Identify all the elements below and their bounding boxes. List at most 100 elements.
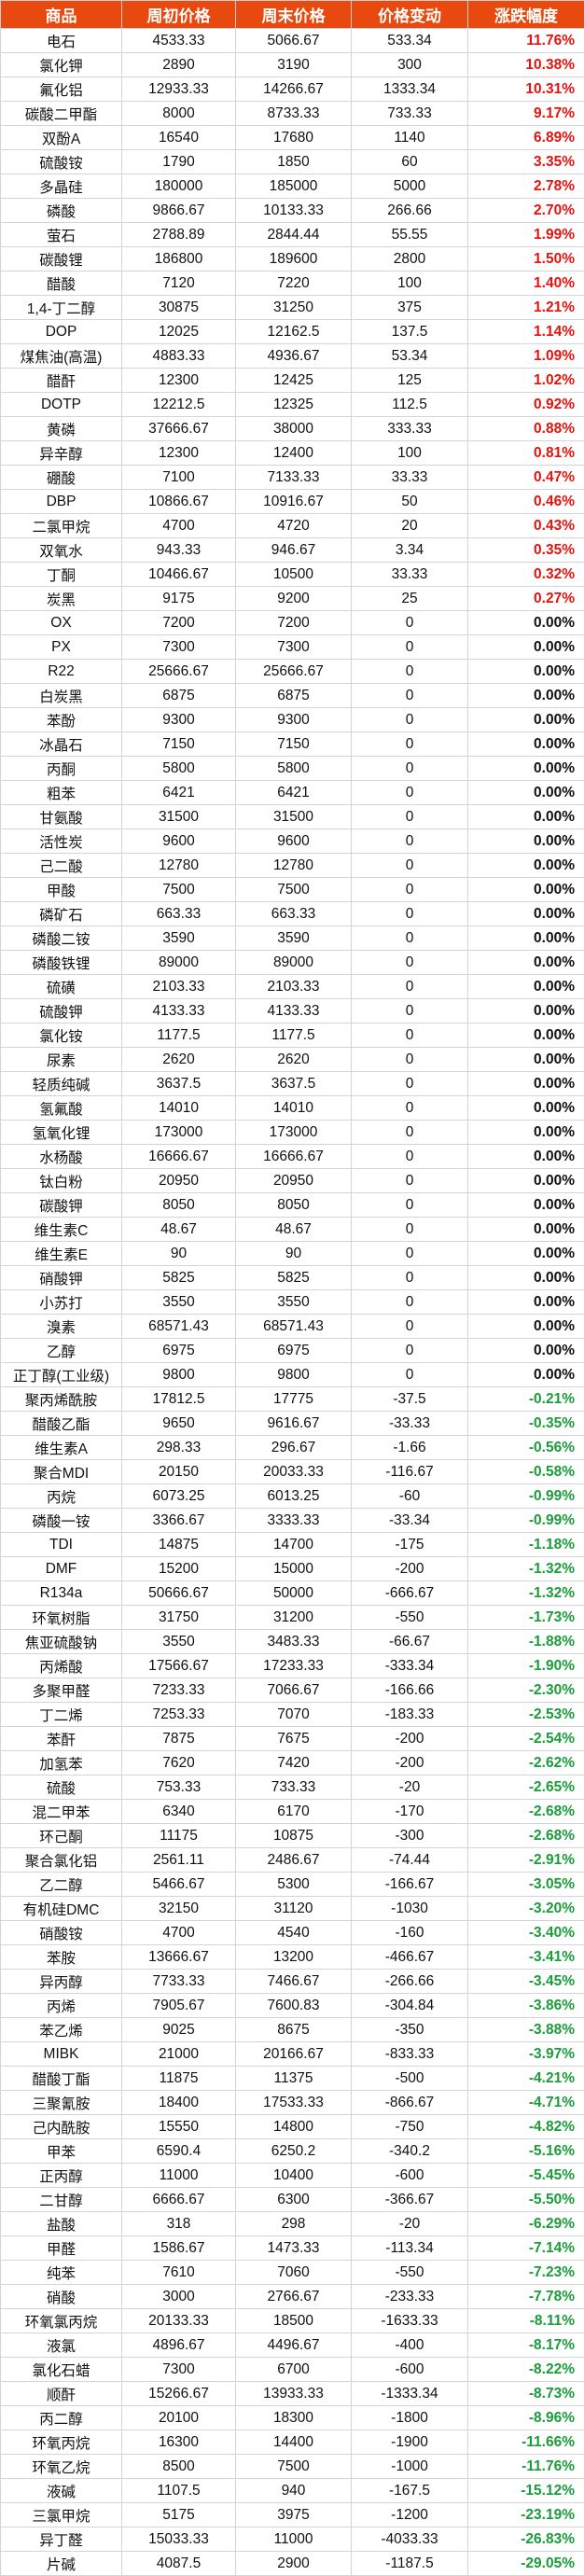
change-percent-cell: 0.00% xyxy=(468,975,584,999)
commodity-name-cell: 丙烷 xyxy=(1,1484,122,1509)
commodity-name-cell: 环氧树脂 xyxy=(1,1606,122,1630)
commodity-name-cell: DMF xyxy=(1,1557,122,1581)
commodity-name-cell: 氟化铝 xyxy=(1,77,122,102)
price-change-cell: -175 xyxy=(352,1533,468,1557)
header-start-price: 周初价格 xyxy=(122,1,236,29)
price-change-cell: 0 xyxy=(352,999,468,1023)
start-price-cell: 7905.67 xyxy=(122,1994,236,2018)
end-price-cell: 2844.44 xyxy=(236,223,352,247)
end-price-cell: 6875 xyxy=(236,684,352,708)
commodity-name-cell: 甘氨酸 xyxy=(1,805,122,829)
start-price-cell: 20100 xyxy=(122,2406,236,2430)
end-price-cell: 7150 xyxy=(236,732,352,757)
price-change-cell: 0 xyxy=(352,1290,468,1315)
commodity-name-cell: 异丁醛 xyxy=(1,2527,122,2552)
change-percent-cell: -0.58% xyxy=(468,1460,584,1484)
change-percent-cell: 9.17% xyxy=(468,102,584,126)
end-price-cell: 6421 xyxy=(236,781,352,805)
price-change-cell: 0 xyxy=(352,975,468,999)
price-change-cell: 1140 xyxy=(352,126,468,150)
change-percent-cell: -3.40% xyxy=(468,1921,584,1945)
price-change-cell: -37.5 xyxy=(352,1387,468,1412)
start-price-cell: 15550 xyxy=(122,2115,236,2139)
start-price-cell: 7100 xyxy=(122,466,236,490)
price-change-cell: 0 xyxy=(352,732,468,757)
price-change-cell: -266.66 xyxy=(352,1970,468,1994)
price-change-cell: -160 xyxy=(352,1921,468,1945)
change-percent-cell: 0.00% xyxy=(468,684,584,708)
end-price-cell: 2620 xyxy=(236,1048,352,1072)
price-change-cell: -366.67 xyxy=(352,2188,468,2212)
price-change-cell: -600 xyxy=(352,2358,468,2382)
start-price-cell: 7733.33 xyxy=(122,1970,236,1994)
commodity-name-cell: 多聚甲醛 xyxy=(1,1678,122,1703)
commodity-name-cell: 黄磷 xyxy=(1,417,122,441)
end-price-cell: 7200 xyxy=(236,611,352,635)
commodity-name-cell: 二甘醇 xyxy=(1,2188,122,2212)
end-price-cell: 946.67 xyxy=(236,538,352,563)
price-change-cell: -33.34 xyxy=(352,1509,468,1533)
change-percent-cell: -7.14% xyxy=(468,2236,584,2261)
price-change-cell: 0 xyxy=(352,1266,468,1290)
commodity-name-cell: 硝酸 xyxy=(1,2285,122,2309)
end-price-cell: 90 xyxy=(236,1242,352,1266)
price-change-cell: -60 xyxy=(352,1484,468,1509)
price-change-cell: 100 xyxy=(352,272,468,296)
start-price-cell: 17566.67 xyxy=(122,1654,236,1678)
start-price-cell: 4700 xyxy=(122,1921,236,1945)
price-change-cell: 0 xyxy=(352,757,468,781)
start-price-cell: 3550 xyxy=(122,1630,236,1654)
start-price-cell: 9650 xyxy=(122,1412,236,1436)
price-change-cell: 0 xyxy=(352,1315,468,1339)
commodity-name-cell: 异丙醇 xyxy=(1,1970,122,1994)
price-change-cell: -1900 xyxy=(352,2430,468,2455)
end-price-cell: 3333.33 xyxy=(236,1509,352,1533)
change-percent-cell: 0.00% xyxy=(468,1242,584,1266)
change-percent-cell: -1.73% xyxy=(468,1606,584,1630)
change-percent-cell: -5.45% xyxy=(468,2164,584,2188)
commodity-name-cell: DOTP xyxy=(1,393,122,417)
end-price-cell: 3483.33 xyxy=(236,1630,352,1654)
end-price-cell: 31200 xyxy=(236,1606,352,1630)
commodity-name-cell: 焦亚硫酸钠 xyxy=(1,1630,122,1654)
end-price-cell: 50000 xyxy=(236,1581,352,1606)
start-price-cell: 4133.33 xyxy=(122,999,236,1023)
end-price-cell: 189600 xyxy=(236,247,352,272)
price-change-cell: -750 xyxy=(352,2115,468,2139)
change-percent-cell: -2.30% xyxy=(468,1678,584,1703)
start-price-cell: 5825 xyxy=(122,1266,236,1290)
price-change-cell: -20 xyxy=(352,1775,468,1800)
change-percent-cell: -15.12% xyxy=(468,2479,584,2503)
change-percent-cell: -8.17% xyxy=(468,2333,584,2358)
commodity-name-cell: 正丙醇 xyxy=(1,2164,122,2188)
price-change-cell: 53.34 xyxy=(352,344,468,369)
start-price-cell: 4700 xyxy=(122,514,236,538)
start-price-cell: 9300 xyxy=(122,708,236,732)
commodity-name-cell: 活性炭 xyxy=(1,829,122,854)
commodity-name-cell: PX xyxy=(1,635,122,660)
start-price-cell: 89000 xyxy=(122,951,236,975)
start-price-cell: 7233.33 xyxy=(122,1678,236,1703)
start-price-cell: 9866.67 xyxy=(122,199,236,223)
start-price-cell: 5466.67 xyxy=(122,1873,236,1897)
commodity-name-cell: 碳酸钾 xyxy=(1,1193,122,1218)
commodity-name-cell: 正丁醇(工业级) xyxy=(1,1363,122,1387)
end-price-cell: 14800 xyxy=(236,2115,352,2139)
change-percent-cell: 0.00% xyxy=(468,1315,584,1339)
